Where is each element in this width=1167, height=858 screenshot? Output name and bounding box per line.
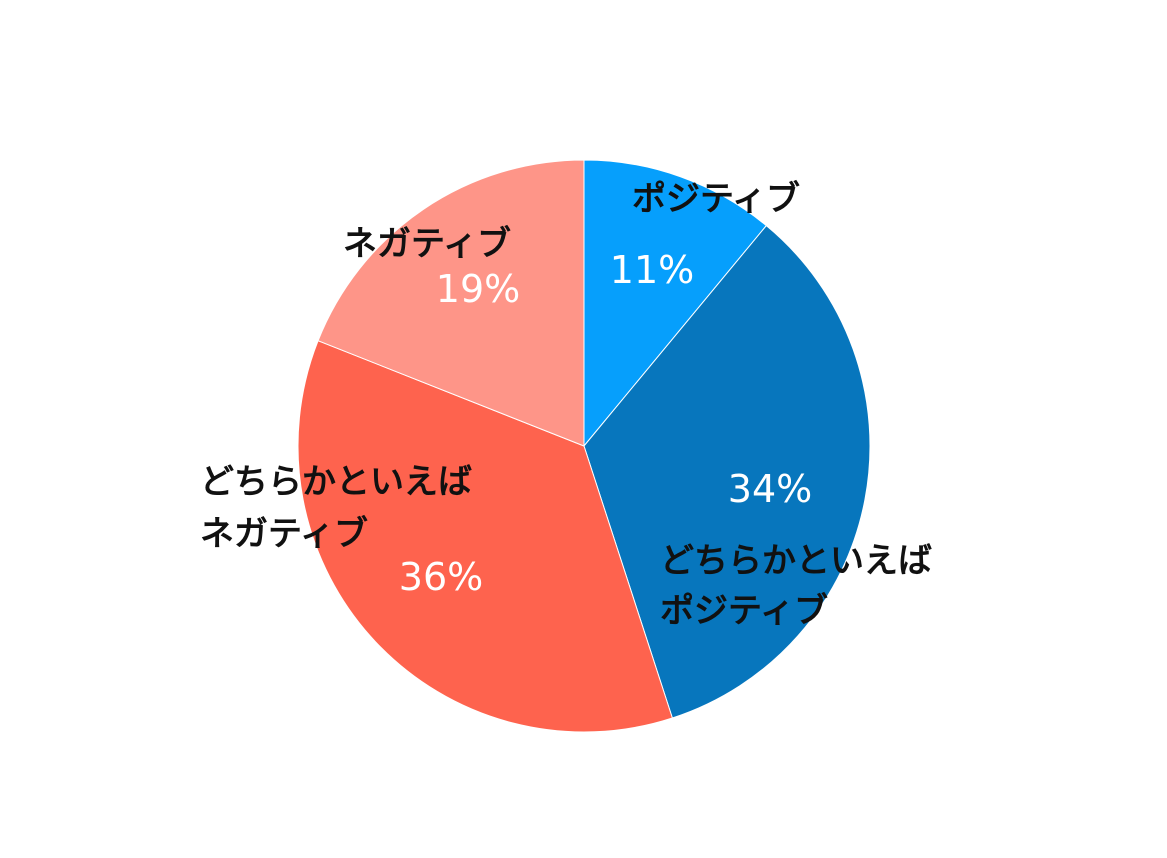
category-label-somewhat-positive-line2: ポジティブ <box>660 591 828 631</box>
percent-label-somewhat-negative: 36% <box>399 555 483 599</box>
percent-label-positive: 11% <box>610 248 694 292</box>
pie-slice-negative <box>317 159 585 447</box>
category-label-positive: ポジティブ <box>632 179 800 219</box>
pie-slice-positive <box>583 159 768 448</box>
pie-slices <box>297 159 871 733</box>
pie-labels: ポジティブ 11% 34% どちらかといえば ポジティブ どちらかといえば ネガ… <box>200 179 932 631</box>
percent-label-negative: 19% <box>436 267 520 311</box>
category-label-somewhat-positive-line1: どちらかといえば <box>660 541 932 581</box>
category-label-somewhat-negative-line1: どちらかといえば <box>200 462 472 502</box>
percent-label-somewhat-positive: 34% <box>728 467 812 511</box>
pie-slice-somewhat-negative <box>297 340 674 733</box>
category-label-negative: ネガティブ <box>343 224 511 264</box>
pie-slice-somewhat-positive <box>583 224 871 719</box>
category-label-somewhat-negative-line2: ネガティブ <box>200 514 368 554</box>
